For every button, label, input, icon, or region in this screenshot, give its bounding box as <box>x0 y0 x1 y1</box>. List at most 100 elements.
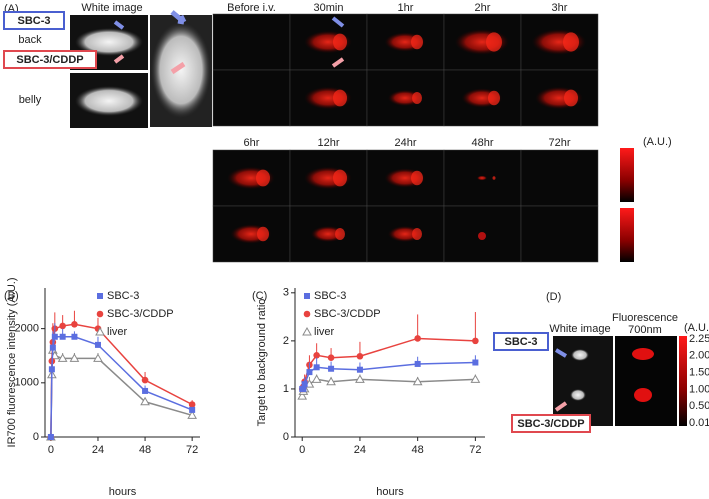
group-label: SBC-3 <box>17 15 50 27</box>
x-tick-label: 24 <box>92 444 104 456</box>
marker <box>140 396 150 406</box>
tumor <box>570 389 586 401</box>
marker <box>71 321 78 328</box>
x-tick-label: 48 <box>139 444 151 456</box>
column-header: 6hr <box>244 137 260 149</box>
marker <box>49 344 56 351</box>
y-tick-label: 2 <box>283 335 289 347</box>
x-tick-label: 48 <box>412 444 424 456</box>
label-box <box>3 50 97 69</box>
column-header: 30min <box>314 2 344 14</box>
marker <box>93 353 103 362</box>
marker <box>69 353 80 362</box>
signal <box>411 170 423 186</box>
marker <box>355 374 365 383</box>
legend-label: liver <box>107 326 128 338</box>
x-tick-label: 0 <box>299 444 305 456</box>
colorbar <box>620 208 634 262</box>
signal <box>412 228 422 240</box>
colorbar-label: 2.00 <box>689 350 709 362</box>
marker <box>57 353 68 362</box>
signal <box>257 226 269 242</box>
signal <box>333 33 347 51</box>
marker <box>47 434 54 440</box>
legend-label: SBC-3/CDDP <box>314 308 381 320</box>
fluorescence-image <box>212 69 291 127</box>
marker <box>472 337 479 345</box>
signal <box>492 176 496 180</box>
y-axis-label: Target to background ratio <box>256 299 268 427</box>
marker <box>51 333 58 340</box>
column-header: White image <box>549 323 610 335</box>
x-tick-label: 72 <box>469 444 481 456</box>
panel-a: (A) White image SBC-3 SBC-3/CDDP back be… <box>3 2 672 262</box>
signal <box>333 89 347 107</box>
column-header: 72hr <box>548 137 570 149</box>
colorbar-label: 1.00 <box>689 383 709 395</box>
legend-label: liver <box>314 326 335 338</box>
panel-label: (C) <box>252 290 267 302</box>
marker <box>297 391 308 400</box>
marker <box>141 376 149 384</box>
marker <box>188 401 196 408</box>
x-axis-label: hours <box>109 486 137 498</box>
marker <box>142 387 149 394</box>
signal <box>411 34 423 50</box>
mouse <box>75 28 143 56</box>
colorbar <box>679 336 687 426</box>
x-tick-label: 72 <box>186 444 198 456</box>
tumor <box>571 349 589 361</box>
colorbar-label: 1.50 <box>689 367 709 379</box>
arrow <box>113 20 125 30</box>
marker <box>48 366 55 373</box>
marker <box>356 366 363 373</box>
group-label: SBC-3/CDDP <box>517 418 584 430</box>
signal <box>486 32 502 52</box>
legend-marker <box>95 326 105 336</box>
unit-label: (A.U.) <box>684 322 709 334</box>
arrow <box>170 10 187 25</box>
column-header: 24hr <box>394 137 416 149</box>
column-header: 2hr <box>475 2 491 14</box>
marker <box>300 385 307 392</box>
signal <box>256 169 270 187</box>
marker <box>327 354 335 361</box>
fluorescence-image <box>520 205 599 263</box>
marker <box>414 335 421 342</box>
label-box <box>3 11 65 30</box>
colorbar-label: 0.500 <box>689 400 709 412</box>
column-header: 1hr <box>398 2 414 14</box>
legend-label: SBC-3/CDDP <box>107 308 174 320</box>
label-box <box>493 332 549 351</box>
marker <box>306 369 313 376</box>
marker <box>187 410 198 419</box>
arrow <box>170 61 186 75</box>
y-tick-label: 1 <box>283 383 289 395</box>
column-header: Before i.v. <box>227 2 276 14</box>
fluorescence-image <box>212 13 291 71</box>
marker <box>311 374 322 383</box>
marker <box>472 359 479 366</box>
column-header: 700nm <box>628 324 662 336</box>
signal <box>412 92 422 104</box>
panel-d: (D) White image Fluorescence 700nm (A.U.… <box>493 291 709 433</box>
colorbar-label: 0.0122 <box>689 417 709 429</box>
signal <box>476 175 488 181</box>
column-header: White image <box>81 2 142 14</box>
series-line <box>50 336 193 438</box>
legend-marker <box>96 310 104 318</box>
marker <box>356 352 364 360</box>
marker <box>328 365 335 372</box>
signal <box>488 90 500 106</box>
y-tick-label: 0 <box>283 431 289 443</box>
y-axis-label: IR700 fluorescence intensity (A.U.) <box>6 278 18 448</box>
column-header: 12hr <box>317 137 339 149</box>
column-header: 48hr <box>471 137 493 149</box>
y-tick-label: 3 <box>283 287 289 299</box>
label-box <box>511 414 591 433</box>
marker <box>189 406 196 413</box>
mouse <box>75 86 143 116</box>
marker <box>94 341 101 348</box>
y-tick-label: 2000 <box>15 323 39 335</box>
